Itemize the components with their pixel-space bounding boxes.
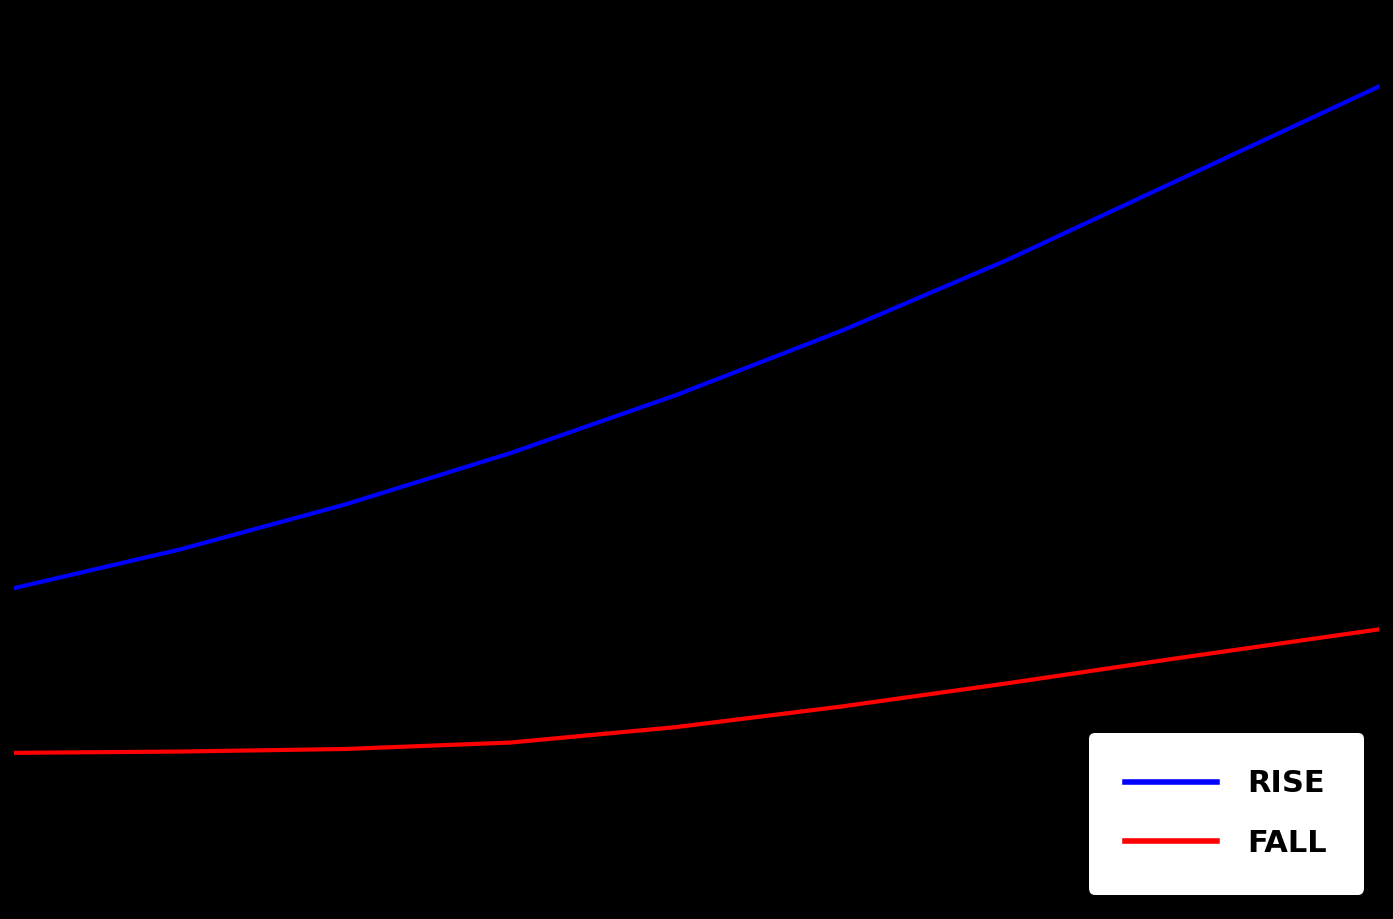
- Legend: RISE, FALL: RISE, FALL: [1088, 732, 1364, 894]
